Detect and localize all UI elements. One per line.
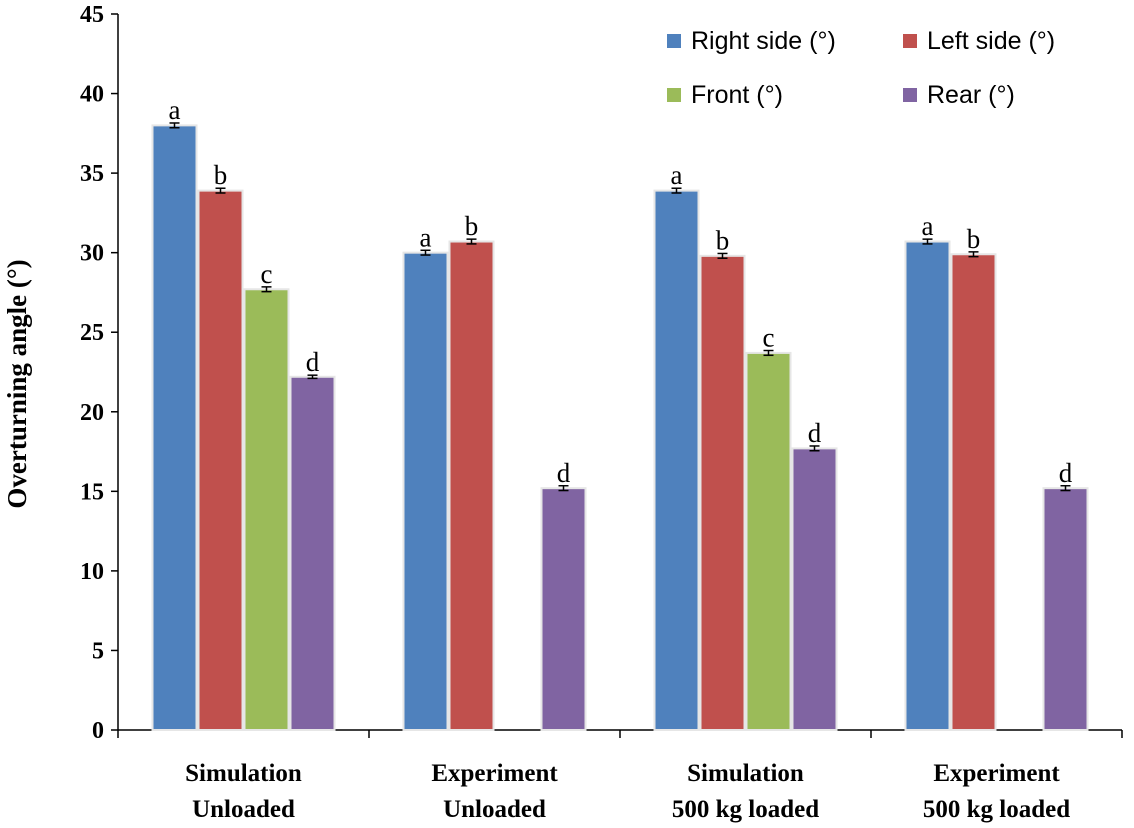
x-category-label: Simulation [185, 760, 302, 787]
y-tick-label: 15 [80, 479, 104, 505]
legend-label: Rear (°) [927, 81, 1015, 109]
y-tick-label: 25 [80, 320, 104, 346]
bar [243, 288, 290, 731]
significance-letter: b [465, 211, 479, 241]
significance-letter: c [763, 323, 775, 353]
bar [653, 189, 700, 731]
legend-label: Left side (°) [927, 27, 1055, 55]
legend: Right side (°) Left side (°) Front (°) Rear… [667, 27, 1055, 109]
legend-swatch [903, 88, 917, 102]
y-tick-label: 5 [92, 638, 104, 664]
legend-swatch [667, 34, 681, 48]
significance-letter: b [716, 225, 730, 255]
x-category-label: Simulation [687, 760, 804, 787]
bar [1042, 487, 1089, 732]
y-axis: 0 5 10 15 20 25 30 35 40 45 [80, 2, 119, 744]
x-category-label: Experiment [933, 760, 1060, 787]
x-category-label: Unloaded [443, 796, 546, 823]
x-category-label: 500 kg loaded [672, 796, 819, 823]
y-tick-label: 30 [80, 241, 104, 267]
legend-label: Front (°) [691, 81, 783, 109]
bar [791, 447, 838, 731]
y-tick-label: 0 [92, 718, 104, 744]
x-axis: Simulation Unloaded Experiment Unloaded Simu… [117, 729, 1123, 823]
bar [540, 487, 587, 732]
significance-letter: d [808, 418, 822, 448]
legend-swatch [903, 34, 917, 48]
bar [197, 189, 244, 731]
bar [745, 351, 792, 731]
significance-letter: a [671, 160, 683, 190]
significance-letter: a [420, 222, 432, 252]
bar [402, 251, 449, 732]
y-axis-title: Overturning angle (°) [2, 259, 32, 508]
bar [289, 375, 336, 731]
bar [699, 254, 746, 732]
legend-swatch [667, 88, 681, 102]
x-category-label: Unloaded [192, 796, 295, 823]
bar [448, 240, 495, 731]
bar [151, 124, 198, 731]
significance-letter: d [557, 458, 571, 488]
significance-letter: b [214, 160, 228, 190]
legend-label: Right side (°) [691, 27, 836, 55]
significance-letter: b [967, 224, 981, 254]
significance-letter: a [169, 95, 181, 125]
y-tick-label: 35 [80, 161, 104, 187]
y-tick-label: 40 [80, 82, 104, 108]
significance-letter: a [922, 211, 934, 241]
significance-letter: d [306, 347, 320, 377]
x-category-label: 500 kg loaded [923, 796, 1070, 823]
y-tick-label: 45 [80, 2, 104, 28]
bars: a a a a b b b b c c d d d d [151, 95, 1089, 732]
y-tick-label: 10 [80, 559, 104, 585]
x-category-label: Experiment [431, 760, 558, 787]
significance-letter: c [261, 259, 273, 289]
bar [950, 253, 997, 731]
significance-letter: d [1059, 458, 1073, 488]
y-tick-label: 20 [80, 400, 104, 426]
bar [904, 240, 951, 731]
